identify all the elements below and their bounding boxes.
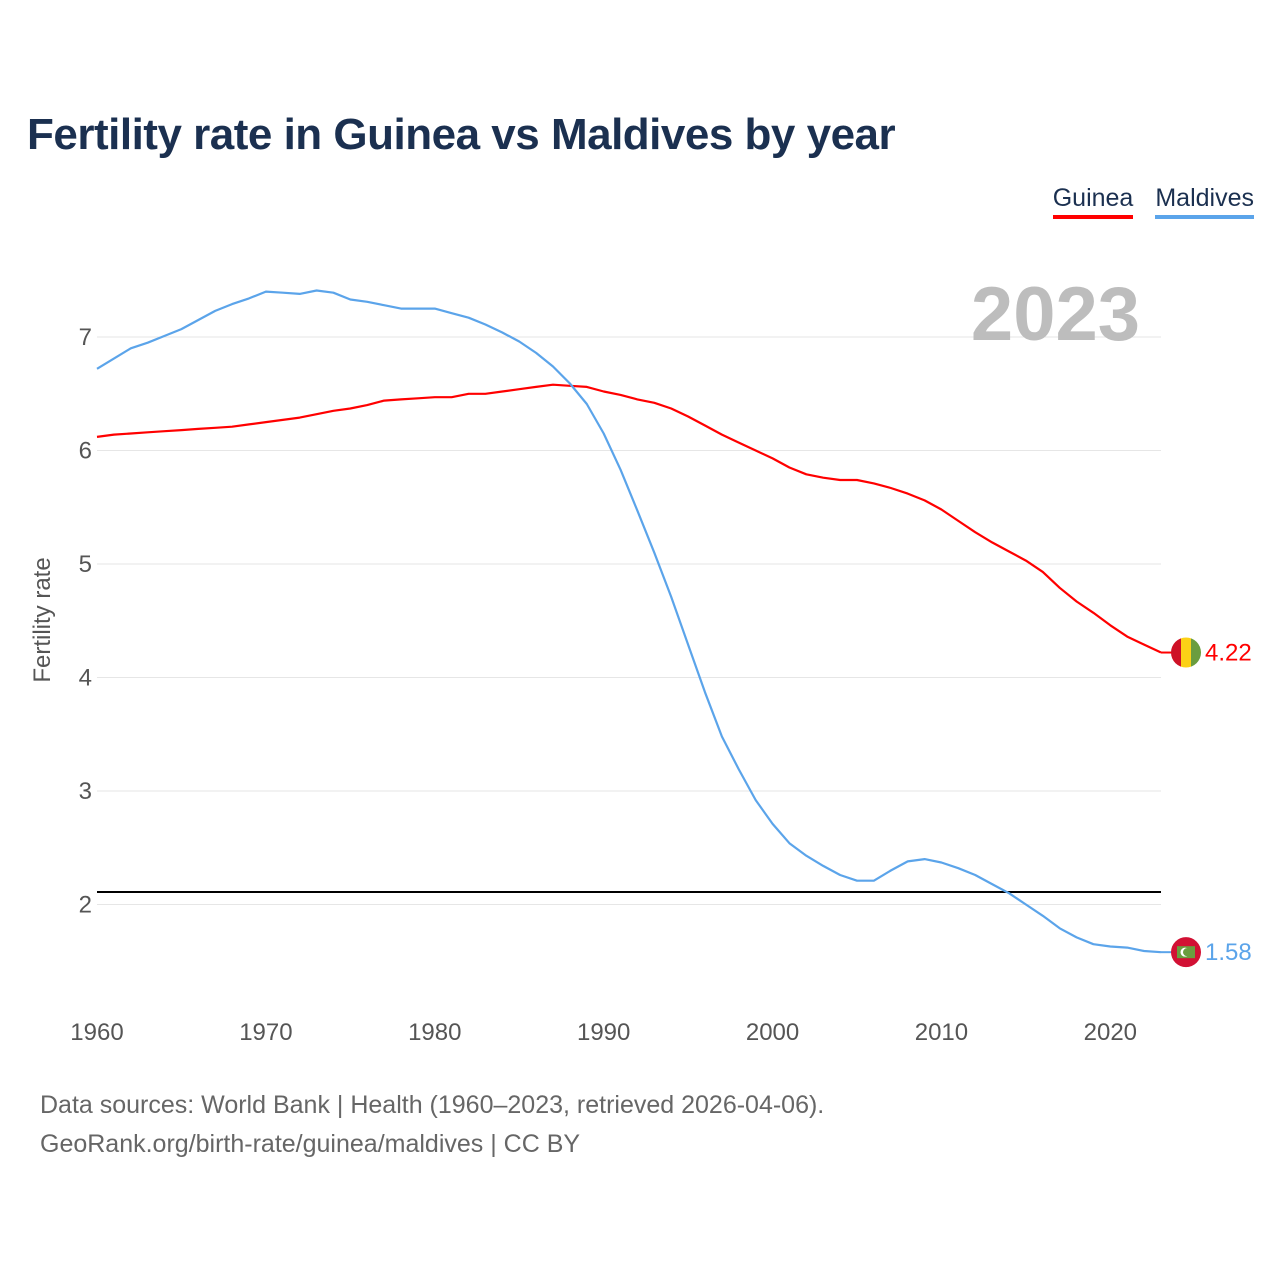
- y-tick-label: 2: [79, 892, 92, 919]
- x-tick-label: 1980: [408, 1019, 461, 1046]
- year-label: 2023: [971, 272, 1140, 357]
- legend-item-maldives[interactable]: Maldives: [1155, 184, 1254, 219]
- end-value-label: 4.22: [1205, 640, 1252, 667]
- y-tick-label: 5: [79, 551, 92, 578]
- x-tick-label: 1960: [70, 1019, 123, 1046]
- guinea-flag-icon: [1181, 637, 1191, 668]
- attribution-link[interactable]: GeoRank.org/birth-rate/guinea/maldives |…: [40, 1130, 581, 1158]
- footer: Data sources: World Bank | Health (1960–…: [40, 1086, 824, 1164]
- guinea-flag-icon: [1191, 637, 1201, 668]
- x-tick-label: 1970: [239, 1019, 292, 1046]
- end-value-label: 1.58: [1205, 939, 1252, 966]
- y-tick-label: 6: [79, 438, 92, 465]
- guinea-flag-icon: [1171, 637, 1181, 668]
- x-tick-label: 1990: [577, 1019, 630, 1046]
- chart-title: Fertility rate in Guinea vs Maldives by …: [27, 110, 896, 159]
- legend: Guinea Maldives: [1052, 184, 1254, 219]
- x-tick-label: 2020: [1084, 1019, 1137, 1046]
- data-source-text: Data sources: World Bank | Health (1960–…: [40, 1091, 825, 1119]
- legend-item-guinea[interactable]: Guinea: [1052, 184, 1134, 219]
- series-line-guinea: [96, 383, 1162, 654]
- x-tick-label: 2010: [915, 1019, 968, 1046]
- y-axis-label: Fertility rate: [29, 557, 56, 682]
- y-tick-label: 7: [79, 324, 92, 351]
- x-tick-label: 2000: [746, 1019, 799, 1046]
- y-tick-label: 4: [79, 665, 92, 692]
- crescent-icon: [1183, 948, 1191, 957]
- y-tick-label: 3: [79, 778, 92, 805]
- series-line-maldives: [96, 289, 1162, 954]
